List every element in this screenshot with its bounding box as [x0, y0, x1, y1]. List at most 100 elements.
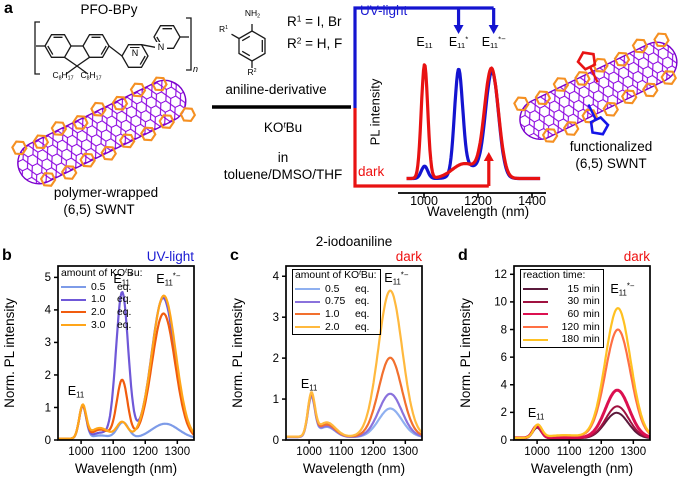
x-tick-label: 1000 [296, 446, 322, 458]
legend-entry: 30 min [523, 296, 600, 309]
legend-title: amount of KOtBu: [61, 267, 143, 279]
legend-unit: eq. [355, 283, 370, 295]
scheme-canvas [9, 17, 679, 190]
plot-frame [57, 265, 195, 441]
legend-value: 1.0 [325, 308, 340, 320]
pyridine-n2-label: N [155, 42, 167, 53]
legend-unit: min [583, 321, 600, 333]
solvent-in-label: in [277, 150, 289, 165]
series-curve-2.0-eq. [286, 289, 422, 438]
legend-entry: 180 min [523, 333, 600, 346]
legend-value: 2.0 [325, 321, 340, 333]
chart-canvas: 0 1 2 3 4 5 1000 1100 1200 1300 Wavelength (nm) Nor… [2, 265, 195, 476]
legend-unit: eq. [117, 281, 132, 293]
panel-letter-c: c [230, 247, 239, 264]
legend-value: 0.5 [91, 281, 106, 293]
legend-swatch [61, 298, 86, 301]
peak-label: E11 [67, 383, 85, 399]
x-tick-label: 1200 [588, 446, 614, 458]
right-tube-caption-2: (6,5) SWNT [575, 156, 647, 171]
solvent-label: toluene/DMSO/THF [223, 167, 343, 182]
legend-swatch [61, 286, 86, 289]
dark-bracket [353, 108, 489, 188]
illumination-mode-label: dark [623, 249, 650, 264]
y-tick-label: 4 [501, 380, 508, 392]
y-tick-label: 1 [273, 394, 279, 406]
left-tube-caption-2: (6,5) SWNT [63, 202, 135, 217]
aniline-caption: aniline-derivative [225, 82, 327, 97]
legend-entry: 0.5 eq. [295, 283, 377, 296]
peak-label: E11 [527, 406, 545, 422]
y-tick-label: 3 [273, 312, 279, 324]
amine-label: NH2 [244, 8, 261, 20]
x-tick-label: 1100 [101, 446, 126, 458]
y-tick-label: 2 [273, 353, 279, 365]
y-tick-label: 8 [501, 324, 507, 336]
y-tick-label: 6 [501, 352, 507, 364]
x-tick-label: 1300 [393, 446, 419, 458]
chart-canvas: 0 2 4 6 8 10 12 1000 1100 1200 1300 Wavelength (nm)… [458, 265, 651, 476]
legend-value: 60 [567, 308, 579, 320]
y-tick-label: 0 [273, 435, 279, 447]
x-tick-label: 1200 [360, 446, 386, 458]
aryl-bond-blue [587, 103, 597, 120]
legend-value: 0.5 [325, 283, 340, 295]
x-tick-label: 1200 [132, 446, 158, 458]
swnt-right [511, 29, 679, 146]
panel-b-chart: 0 1 2 3 4 5 1000 1100 1200 1300 Wavelength (nm) Nor… [0, 234, 227, 483]
repeat-unit-n: n [193, 64, 199, 74]
plot-frame [285, 265, 423, 441]
panel-a-scheme: UV-light dark PL intensity Wavelength (nm) 1… [0, 0, 685, 240]
legend-unit: min [583, 283, 600, 295]
legend-swatch [61, 311, 86, 314]
legend-entry: 120 min [523, 321, 600, 334]
y-tick-label: 0 [45, 435, 51, 447]
dark-arrowhead [483, 152, 494, 161]
legend-entry: 0.5 eq. [61, 281, 143, 294]
legend-unit: eq. [117, 319, 132, 331]
y-tick-label: 2 [501, 407, 507, 419]
left-tube-caption-1: polymer-wrapped [53, 185, 159, 200]
y-tick-label: 2 [45, 370, 51, 382]
reagent-label: KOtBu [263, 119, 303, 135]
inset-spectrum [353, 6, 546, 198]
peak-label: E11*− [384, 271, 409, 287]
r1-substituent-label: R1 [219, 24, 229, 34]
legend-entry: 1.0 eq. [61, 294, 143, 307]
legend-unit: eq. [117, 294, 132, 306]
aryl-ring-blue [589, 115, 610, 136]
illumination-mode-label: dark [395, 249, 422, 264]
legend-unit: eq. [117, 306, 132, 318]
aniline-structure [231, 24, 266, 68]
inset-curve-dark [405, 63, 541, 181]
peak-label: E11* [113, 271, 133, 288]
swnt-left [9, 73, 198, 190]
legend-value: 0.75 [325, 296, 346, 308]
uv-arrowhead [453, 25, 464, 34]
x-axis-label: Wavelength (nm) [75, 461, 177, 476]
aryl-ring-red [576, 51, 597, 71]
x-axis-label: Wavelength (nm) [303, 461, 405, 476]
legend-unit: min [583, 296, 600, 308]
legend-entry: 3.0 eq. [61, 319, 143, 332]
pyridine-n1-label: N [129, 48, 141, 59]
y-tick-label: 0 [501, 435, 507, 447]
panel-letter-b: b [2, 247, 12, 264]
alkyl-chain-right-label: C8H17 [80, 70, 102, 82]
peak-label: E11*− [610, 282, 635, 298]
legend-swatch [295, 300, 320, 303]
legend-swatch [523, 300, 548, 303]
legend-value: 15 [567, 283, 579, 295]
y-tick-label: 4 [45, 305, 52, 317]
legend-unit: eq. [355, 321, 370, 333]
legend-swatch [523, 326, 548, 329]
legend-swatch [295, 313, 320, 316]
r1-definition: R1 = I, Br [287, 13, 342, 29]
x-axis-label: Wavelength (nm) [531, 461, 633, 476]
chart-title: 2-iodoaniline [315, 234, 393, 249]
legend-entry: 1.0 eq. [295, 308, 377, 321]
panel-c-chart: 0 1 2 3 4 1000 1100 1200 1300 Wavelength (nm) Norm… [228, 234, 455, 483]
x-tick-label: 1300 [165, 446, 191, 458]
y-axis-label: Norm. PL intensity [2, 298, 17, 408]
legend-entry: 15 min [523, 283, 600, 296]
